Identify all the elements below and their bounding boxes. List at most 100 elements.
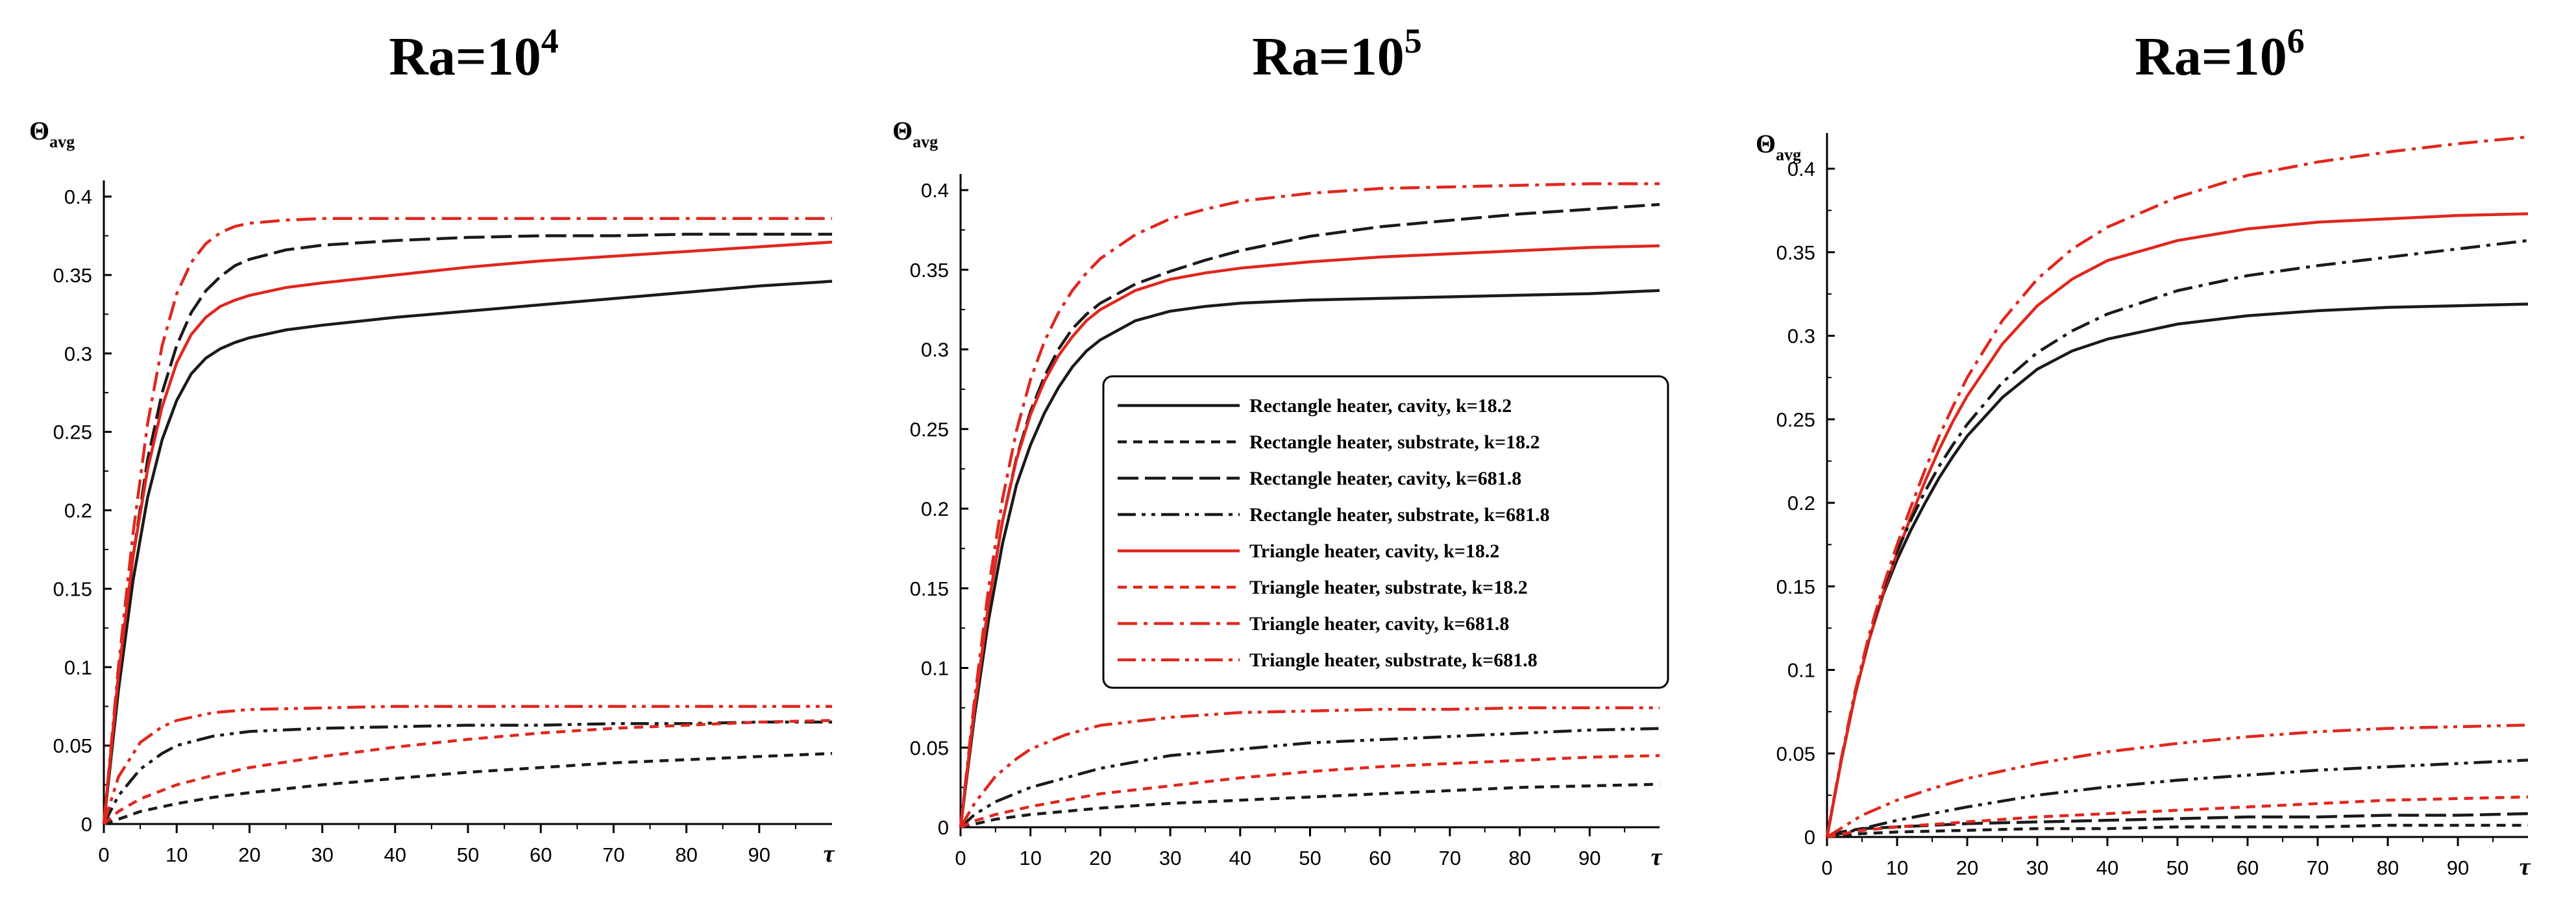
x-tick-label: 50: [457, 843, 479, 866]
x-tick-label: 30: [311, 843, 333, 866]
series-line: [1825, 302, 2529, 838]
x-tick-label: 50: [2166, 856, 2189, 879]
x-tick-label: 50: [1299, 847, 1321, 869]
y-tick-label: 0.3: [1787, 325, 1815, 348]
x-tick-label: 80: [2377, 856, 2399, 879]
series-line: [1825, 212, 2529, 838]
series-line: [1826, 758, 2529, 839]
y-tick-label: 0.2: [921, 498, 949, 520]
y-tick-label: 0.05: [53, 734, 92, 757]
y-axis-label: Θavg: [29, 116, 75, 151]
chart-panel-ra-1e4: Ra=104 Θavg 0 0.05 0.1 0.15 0.2 0.25 0.3 0.35 0.4 0…: [0, 0, 844, 909]
series-line: [960, 782, 1660, 829]
series-line: [102, 232, 832, 825]
y-tick-label: 0: [1804, 826, 1815, 849]
y-tick-label: 0: [938, 816, 949, 839]
y-tick-label: 0.35: [53, 264, 92, 287]
chart-svg: Ra=105 Θavg 0 0.05 0.1 0.15 0.2 0.25 0.3 0.35 0.4 0…: [892, 21, 1669, 871]
series-line: [959, 182, 1660, 828]
y-tick-label: 0.25: [53, 421, 92, 444]
x-tick-label: 70: [1439, 847, 1461, 869]
series-line: [1826, 823, 2528, 839]
legend-entry: Triangle heater, substrate, k=18.2: [1249, 577, 1528, 598]
y-tick-label: 0.35: [910, 259, 949, 282]
series-line: [103, 751, 833, 826]
series-line: [102, 240, 833, 825]
y-tick-label: 0.4: [64, 186, 92, 208]
chart-title: Ra=106: [2135, 21, 2305, 87]
x-tick-label: 10: [1886, 856, 1908, 879]
legend-entry: Rectangle heater, substrate, k=18.2: [1249, 431, 1540, 453]
x-tick-label: 40: [384, 843, 406, 866]
y-tick-label: 0.3: [64, 343, 92, 365]
chart-title-exponent: 6: [2287, 21, 2305, 60]
y-tick-label: 0.15: [910, 577, 949, 600]
x-tick-label: 20: [1956, 856, 1978, 879]
series-line: [1825, 135, 2529, 838]
series-line: [1826, 795, 2529, 839]
x-tick-label: 90: [748, 843, 770, 866]
x-tick-label: 60: [530, 843, 552, 866]
x-tick-label: 70: [2307, 856, 2329, 879]
y-axis-label: Θavg: [1756, 129, 1801, 164]
series-line: [102, 217, 832, 825]
legend-entry: Rectangle heater, cavity, k=18.2: [1249, 395, 1512, 417]
y-tick-label: 0.3: [921, 339, 949, 361]
y-axis-label: Θavg: [892, 116, 938, 151]
x-tick-label: 10: [1019, 847, 1041, 869]
series-line: [959, 244, 1660, 828]
x-tick-label: 30: [1159, 847, 1181, 869]
y-tick-label: 0.2: [64, 500, 92, 522]
series-line: [102, 705, 832, 825]
x-tick-label: 60: [1369, 847, 1391, 869]
y-tick-label: 0.35: [1776, 241, 1815, 264]
x-tick-label: 40: [2096, 856, 2118, 879]
series-line: [960, 754, 1660, 829]
series-line: [102, 720, 832, 825]
chart-title-base: Ra=10: [1252, 27, 1405, 87]
y-tick-label: 0.4: [1787, 158, 1815, 180]
x-tick-label: 0: [98, 843, 109, 866]
x-tick-label: 90: [1578, 847, 1601, 869]
chart-legend: Rectangle heater, cavity, k=18.2 Rectangl…: [1102, 375, 1669, 689]
chart-title: Ra=105: [1252, 21, 1422, 87]
x-tick-label: 0: [1821, 856, 1832, 879]
chart-title: Ra=104: [389, 21, 559, 87]
x-tick-label: 60: [2237, 856, 2259, 879]
y-tick-label: 0.15: [53, 577, 92, 600]
chart-title-exponent: 5: [1405, 21, 1422, 60]
series-line: [1826, 723, 2529, 838]
y-tick-label: 0.1: [1787, 659, 1815, 682]
x-axis-label: τ: [1651, 843, 1663, 871]
y-tick-label: 0.4: [921, 179, 949, 202]
y-tick-label: 0.15: [1776, 576, 1815, 598]
chart-title-base: Ra=10: [389, 27, 541, 87]
chart-panel-ra-1e5: Ra=105 Θavg 0 0.05 0.1 0.15 0.2 0.25 0.3 0.35 0.4 0…: [863, 0, 1720, 909]
legend-entry: Triangle heater, cavity, k=681.8: [1249, 613, 1509, 635]
y-tick-label: 0.05: [1776, 742, 1815, 765]
x-tick-label: 20: [1089, 847, 1111, 869]
chart-title-base: Ra=10: [2135, 27, 2287, 87]
x-tick-label: 0: [955, 847, 966, 869]
y-tick-label: 0.05: [910, 736, 949, 759]
chart-panel-ra-1e6: Ra=106 Θavg 0 0.05 0.1 0.15 0.2 0.25 0.3 0.35 0.4 0…: [1726, 0, 2576, 909]
legend-entry: Triangle heater, substrate, k=681.8: [1249, 649, 1538, 671]
series-line: [1826, 812, 2529, 839]
x-axis-label: τ: [2520, 853, 2531, 880]
chart-svg: Ra=106 Θavg 0 0.05 0.1 0.15 0.2 0.25 0.3 0.35 0.4 0…: [1756, 21, 2531, 880]
series-line: [1825, 239, 2529, 838]
x-tick-label: 30: [2026, 856, 2048, 879]
y-tick-label: 0.1: [921, 657, 949, 680]
x-tick-label: 70: [602, 843, 624, 866]
series-line: [959, 706, 1660, 829]
series-line: [959, 289, 1660, 828]
chart-title-exponent: 4: [541, 21, 559, 60]
legend-entry: Rectangle heater, substrate, k=681.8: [1249, 504, 1550, 526]
x-tick-label: 10: [166, 843, 188, 866]
y-tick-label: 0.25: [1776, 408, 1815, 431]
x-tick-label: 20: [238, 843, 260, 866]
y-tick-label: 0.25: [910, 418, 949, 441]
series-line: [959, 727, 1660, 829]
x-tick-label: 40: [1229, 847, 1251, 869]
series-line: [102, 280, 833, 825]
